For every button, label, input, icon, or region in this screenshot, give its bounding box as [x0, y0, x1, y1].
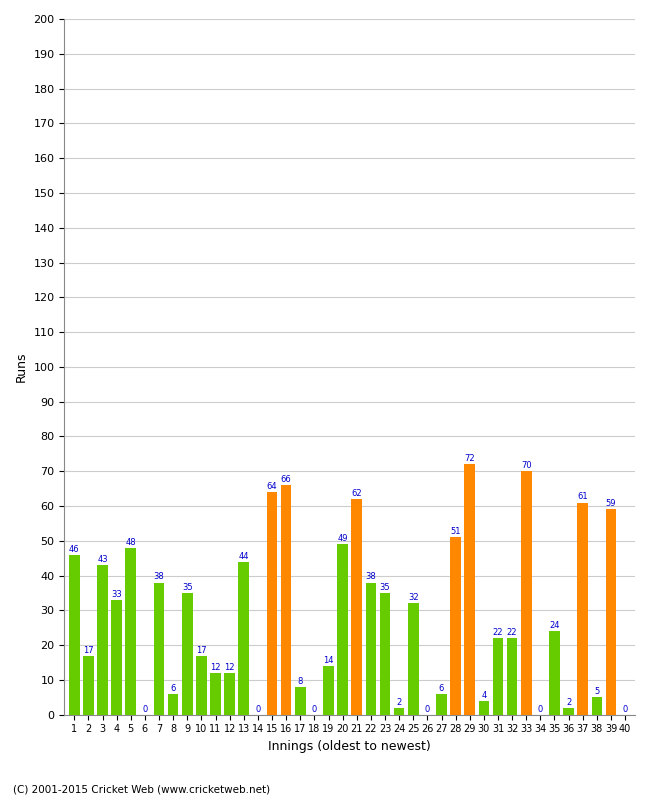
Text: 59: 59 — [606, 499, 616, 509]
Text: 51: 51 — [450, 527, 461, 536]
Bar — [224, 673, 235, 714]
Text: 17: 17 — [83, 646, 94, 654]
Bar — [493, 638, 503, 714]
Text: 2: 2 — [396, 698, 402, 706]
Text: 64: 64 — [266, 482, 278, 491]
Bar — [210, 673, 221, 714]
Text: 0: 0 — [424, 705, 430, 714]
Bar — [465, 464, 475, 714]
Text: 8: 8 — [298, 677, 303, 686]
Text: 17: 17 — [196, 646, 207, 654]
Text: 38: 38 — [153, 573, 164, 582]
Bar — [606, 510, 616, 714]
Text: 22: 22 — [507, 628, 517, 637]
Bar — [380, 593, 390, 714]
Bar — [577, 502, 588, 714]
Text: 4: 4 — [481, 690, 486, 700]
Bar — [592, 698, 602, 714]
Bar — [125, 548, 136, 714]
Bar — [111, 600, 122, 714]
Bar — [182, 593, 192, 714]
Text: 43: 43 — [98, 555, 108, 564]
Text: 12: 12 — [211, 663, 221, 672]
Text: 2: 2 — [566, 698, 571, 706]
Text: 5: 5 — [594, 687, 599, 696]
Text: 0: 0 — [312, 705, 317, 714]
Text: 0: 0 — [538, 705, 543, 714]
Text: 44: 44 — [239, 552, 249, 561]
Text: 66: 66 — [281, 475, 291, 484]
Text: 6: 6 — [170, 684, 176, 693]
Bar — [408, 603, 419, 714]
Bar — [281, 485, 291, 714]
Bar — [168, 694, 179, 714]
Bar — [239, 562, 249, 714]
Text: 14: 14 — [323, 656, 333, 665]
X-axis label: Innings (oldest to newest): Innings (oldest to newest) — [268, 740, 431, 753]
Bar — [266, 492, 278, 714]
Text: 32: 32 — [408, 594, 419, 602]
Bar — [478, 701, 489, 714]
Bar — [507, 638, 517, 714]
Text: 35: 35 — [380, 583, 390, 592]
Text: 38: 38 — [365, 573, 376, 582]
Text: 35: 35 — [182, 583, 192, 592]
Text: 49: 49 — [337, 534, 348, 543]
Bar — [337, 544, 348, 714]
Bar — [450, 538, 461, 714]
Bar — [154, 582, 164, 714]
Bar — [295, 687, 306, 714]
Bar — [352, 499, 362, 714]
Text: 0: 0 — [142, 705, 148, 714]
Text: 61: 61 — [577, 493, 588, 502]
Text: 24: 24 — [549, 621, 560, 630]
Text: 72: 72 — [465, 454, 475, 463]
Text: 46: 46 — [69, 545, 79, 554]
Bar — [98, 565, 108, 714]
Text: 48: 48 — [125, 538, 136, 546]
Bar — [521, 471, 532, 714]
Bar — [549, 631, 560, 714]
Bar — [83, 655, 94, 714]
Text: 70: 70 — [521, 461, 532, 470]
Bar — [69, 554, 79, 714]
Text: (C) 2001-2015 Cricket Web (www.cricketweb.net): (C) 2001-2015 Cricket Web (www.cricketwe… — [13, 784, 270, 794]
Text: 0: 0 — [255, 705, 261, 714]
Bar — [323, 666, 334, 714]
Y-axis label: Runs: Runs — [15, 352, 28, 382]
Bar — [365, 582, 376, 714]
Text: 0: 0 — [623, 705, 628, 714]
Bar — [394, 708, 404, 714]
Bar — [436, 694, 447, 714]
Text: 62: 62 — [352, 489, 362, 498]
Text: 33: 33 — [111, 590, 122, 599]
Text: 12: 12 — [224, 663, 235, 672]
Text: 6: 6 — [439, 684, 444, 693]
Text: 22: 22 — [493, 628, 503, 637]
Bar — [564, 708, 574, 714]
Bar — [196, 655, 207, 714]
